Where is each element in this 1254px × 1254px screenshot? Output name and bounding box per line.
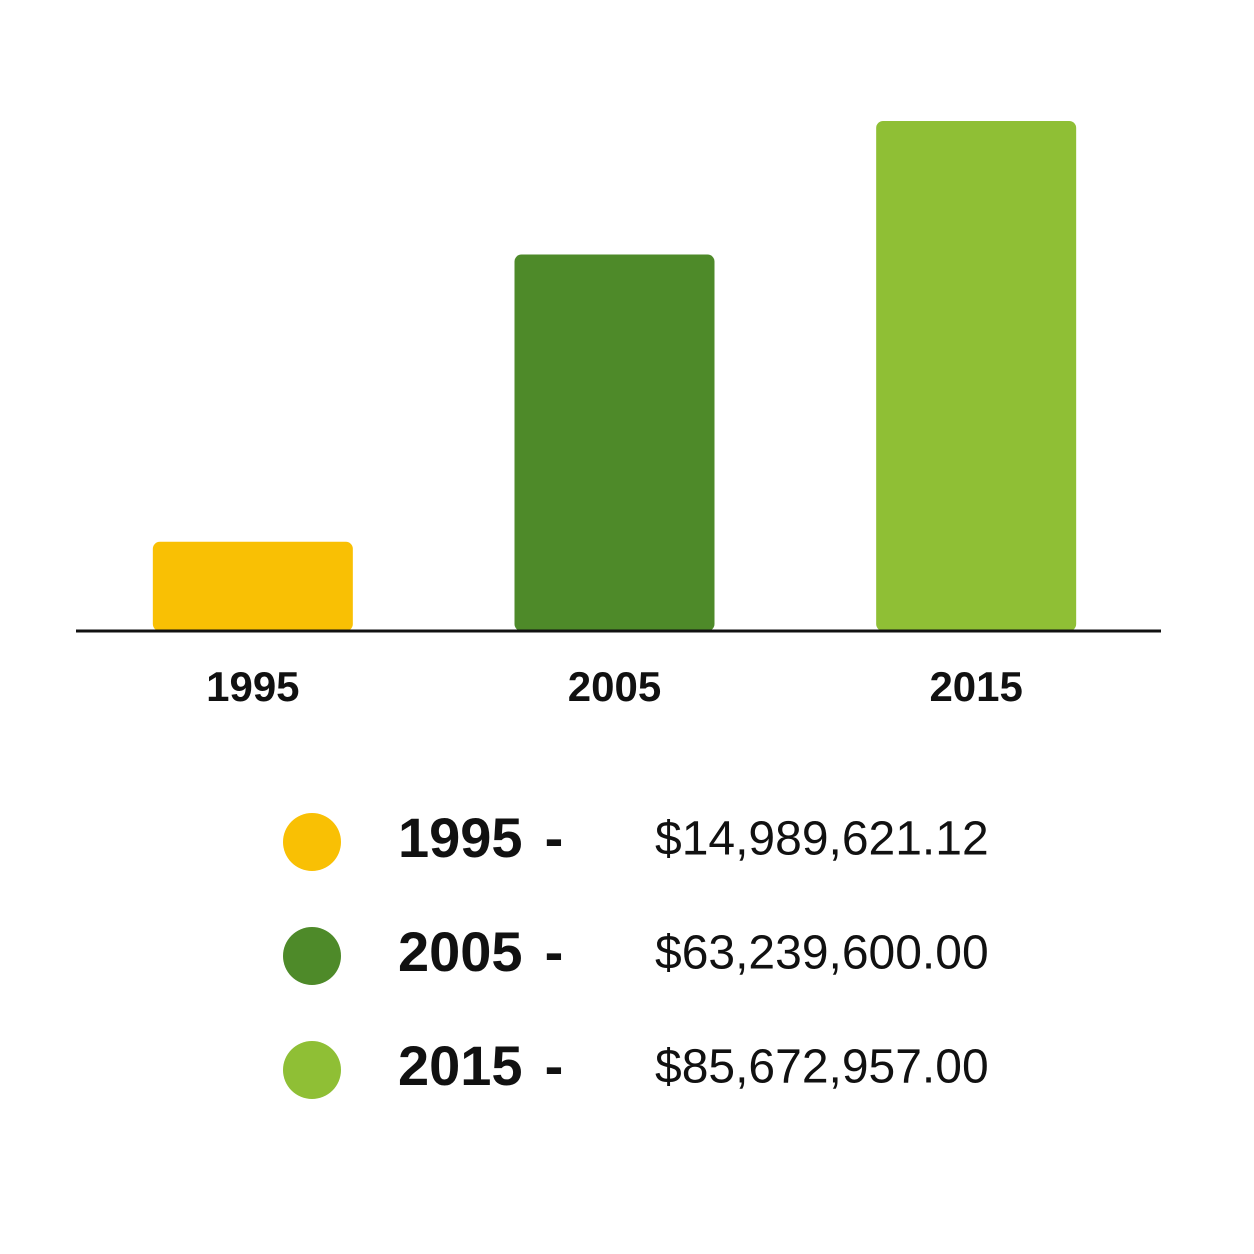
legend-swatch [283, 1041, 341, 1099]
bar [152, 541, 353, 631]
bar [514, 254, 715, 632]
legend-separator: - [545, 920, 564, 983]
x-tick-label: 2005 [568, 663, 661, 710]
legend-separator: - [545, 1034, 564, 1097]
legend-label: 2015 [398, 1034, 523, 1097]
bar [876, 121, 1077, 631]
legend-label: 1995 [398, 806, 523, 869]
x-tick-label: 2015 [929, 663, 1022, 710]
legend-label: 2005 [398, 920, 523, 983]
x-tick-label: 1995 [206, 663, 299, 710]
legend-swatch [283, 927, 341, 985]
legend-swatch [283, 813, 341, 871]
legend-separator: - [545, 806, 564, 869]
value-label: $14,989,621.12 [655, 813, 989, 866]
value-label: $85,672,957.00 [655, 1041, 989, 1094]
value-label: $63,239,600.00 [655, 927, 989, 980]
